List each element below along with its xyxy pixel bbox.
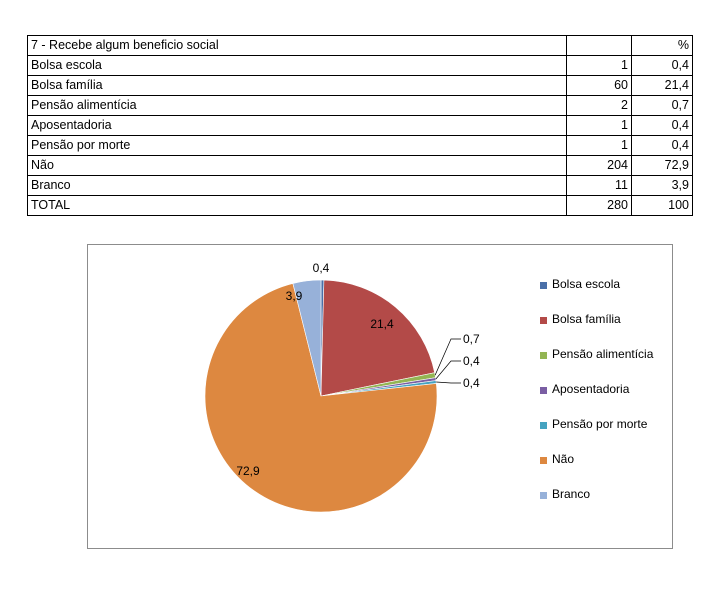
data-label-pensao-por-morte: 0,4 (463, 376, 480, 390)
leader-line-pensao-alimenticia (434, 338, 461, 376)
pie-chart-plot: 0,4 21,4 0,7 0,4 0,4 72,9 3,9 (204, 261, 480, 513)
legend-label: Pensão por morte (552, 417, 648, 431)
data-label-aposentadoria: 0,4 (463, 354, 480, 368)
leader-line-pensao-por-morte (436, 381, 461, 384)
count-header (566, 35, 632, 56)
pie-slice-nao (204, 283, 438, 513)
legend-label: Bolsa escola (552, 277, 621, 291)
row-label: Branco (27, 175, 567, 196)
legend-item-bolsa-familia: Bolsa família (540, 312, 653, 347)
legend-item-aposentadoria: Aposentadoria (540, 382, 653, 417)
table-title: 7 - Recebe algum beneficio social (27, 35, 567, 56)
legend-swatch (540, 422, 547, 429)
table-row: Aposentadoria 1 0,4 (27, 115, 693, 136)
legend-item-nao: Não (540, 452, 653, 487)
pie-slice-bolsa-familia (320, 279, 435, 397)
legend-label: Bolsa família (552, 312, 621, 326)
legend-swatch (540, 352, 547, 359)
row-label: Bolsa escola (27, 55, 567, 76)
row-pct: 0,7 (631, 95, 693, 116)
row-count: 2 (566, 95, 632, 116)
legend-swatch (540, 282, 547, 289)
legend-label: Aposentadoria (552, 382, 630, 396)
row-count: 1 (566, 135, 632, 156)
row-label: Aposentadoria (27, 115, 567, 136)
table-row: Pensão alimentícia 2 0,7 (27, 95, 693, 116)
table-row: Bolsa escola 1 0,4 (27, 55, 693, 76)
legend-label: Não (552, 452, 575, 466)
legend-item-pensao-por-morte: Pensão por morte (540, 417, 653, 452)
row-pct: 0,4 (631, 115, 693, 136)
row-label: Pensão alimentícia (27, 95, 567, 116)
benefit-table: 7 - Recebe algum beneficio social % Bols… (27, 35, 693, 216)
legend-item-branco: Branco (540, 487, 653, 522)
row-pct: 21,4 (631, 75, 693, 96)
row-pct: 0,4 (631, 135, 693, 156)
pie-chart: 0,4 21,4 0,7 0,4 0,4 72,9 3,9 Bolsa escola Bols… (87, 244, 673, 549)
table-total-row: TOTAL 280 100 (27, 195, 693, 216)
table-header-row: 7 - Recebe algum beneficio social % (27, 35, 693, 56)
row-pct: 72,9 (631, 155, 693, 176)
row-label: Bolsa família (27, 75, 567, 96)
legend-swatch (540, 457, 547, 464)
table-row: Pensão por morte 1 0,4 (27, 135, 693, 156)
row-count: 204 (566, 155, 632, 176)
legend-swatch (540, 317, 547, 324)
row-count: 11 (566, 175, 632, 196)
pct-header: % (631, 35, 693, 56)
legend-swatch (540, 492, 547, 499)
leader-line-aposentadoria (435, 360, 461, 380)
data-label-bolsa-familia: 21,4 (370, 317, 394, 331)
legend-item-pensao-alimenticia: Pensão alimentícia (540, 347, 653, 382)
data-label-nao: 72,9 (236, 464, 260, 478)
row-count: 60 (566, 75, 632, 96)
row-count: 1 (566, 55, 632, 76)
legend-label: Pensão alimentícia (552, 347, 654, 361)
table-row: Branco 11 3,9 (27, 175, 693, 196)
table-row: Bolsa família 60 21,4 (27, 75, 693, 96)
legend-swatch (540, 387, 547, 394)
total-pct: 100 (631, 195, 693, 216)
legend-label: Branco (552, 487, 591, 501)
total-count: 280 (566, 195, 632, 216)
pie-slice-branco (292, 279, 322, 397)
data-label-pensao-alimenticia: 0,7 (463, 332, 480, 346)
data-label-branco: 3,9 (286, 289, 303, 303)
row-label: Pensão por morte (27, 135, 567, 156)
legend-item-bolsa-escola: Bolsa escola (540, 277, 653, 312)
total-label: TOTAL (27, 195, 567, 216)
row-count: 1 (566, 115, 632, 136)
table-row: Não 204 72,9 (27, 155, 693, 176)
row-pct: 3,9 (631, 175, 693, 196)
data-label-bolsa-escola: 0,4 (313, 261, 330, 275)
row-pct: 0,4 (631, 55, 693, 76)
row-label: Não (27, 155, 567, 176)
chart-legend: Bolsa escola Bolsa família Pensão alimentí… (540, 277, 653, 522)
